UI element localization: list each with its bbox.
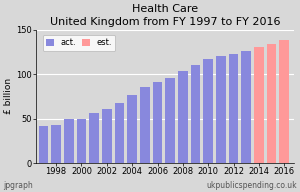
Bar bbox=[216, 56, 226, 163]
Text: ukpublicspending.co.uk: ukpublicspending.co.uk bbox=[206, 181, 297, 190]
Bar bbox=[280, 40, 289, 163]
Bar bbox=[153, 82, 162, 163]
Bar bbox=[51, 125, 61, 163]
Bar bbox=[128, 95, 137, 163]
Y-axis label: £ billion: £ billion bbox=[4, 78, 13, 114]
Bar bbox=[77, 119, 86, 163]
Bar bbox=[39, 126, 48, 163]
Bar bbox=[203, 59, 213, 163]
Text: jpgraph: jpgraph bbox=[3, 181, 33, 190]
Bar bbox=[267, 44, 276, 163]
Bar bbox=[229, 55, 238, 163]
Title: Health Care
United Kingdom from FY 1997 to FY 2016: Health Care United Kingdom from FY 1997 … bbox=[50, 4, 280, 27]
Bar bbox=[64, 119, 74, 163]
Bar bbox=[178, 70, 188, 163]
Bar bbox=[165, 78, 175, 163]
Bar bbox=[140, 87, 150, 163]
Bar bbox=[102, 109, 112, 163]
Bar bbox=[115, 103, 124, 163]
Legend: act., est.: act., est. bbox=[43, 35, 116, 51]
Bar bbox=[242, 51, 251, 163]
Bar bbox=[254, 47, 264, 163]
Bar bbox=[89, 113, 99, 163]
Bar bbox=[191, 65, 200, 163]
